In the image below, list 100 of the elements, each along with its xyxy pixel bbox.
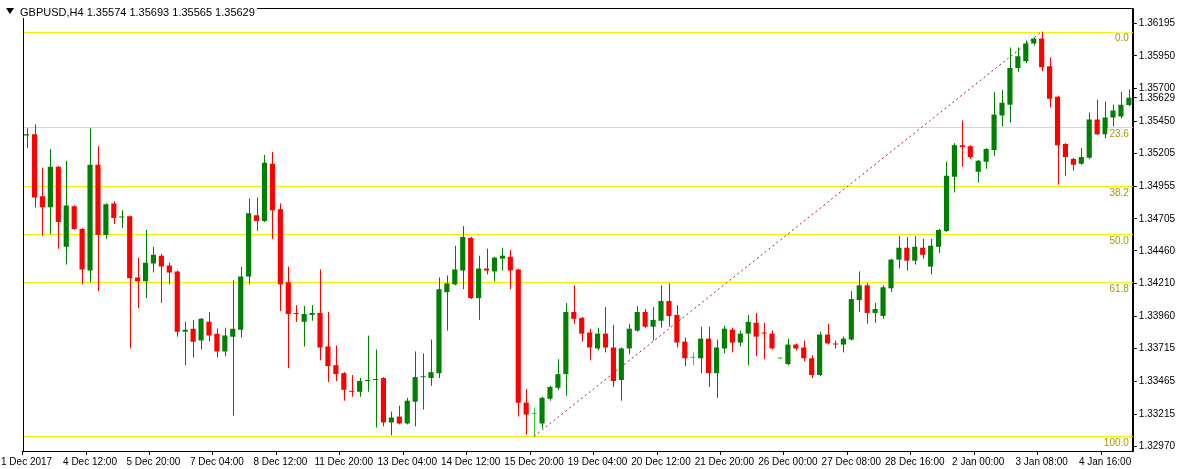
x-tick-label: 27 Dec 08:00 [821,455,882,467]
candlestick [198,317,204,350]
candlestick [602,306,609,353]
candlestick [444,274,450,332]
candlestick [594,327,601,351]
y-tick-label: 1.35205 [1138,147,1176,159]
candlestick [452,245,458,286]
y-tick-label: 1.35700 [1138,82,1176,94]
x-tick-label: 26 Dec 00:00 [758,455,819,467]
annotation: 100.0 [1103,437,1130,449]
x-tick-label: 14 Dec 12:00 [440,455,501,467]
candlestick [182,321,188,366]
candlestick [634,305,640,333]
annotation: 23.6 [1109,127,1130,139]
y-tick-label: 1.36195 [1138,17,1176,29]
candlestick [325,311,331,383]
candlestick [1015,46,1021,73]
x-tick-label: 11 Dec 20:00 [314,455,374,467]
candlestick [999,89,1005,127]
y-tick-label: 1.35450 [1138,115,1176,127]
y-tick-label: 1.34210 [1138,277,1176,289]
x-tick-label: 7 Dec 04:00 [189,455,245,467]
candlestick [896,235,902,270]
candlestick [666,282,672,328]
candlestick [388,411,394,436]
candlestick [253,196,260,232]
candlestick [745,314,751,366]
candlestick [1094,99,1100,136]
candlestick [729,327,735,353]
y-tick-label: 1.35629 [1138,91,1176,103]
x-tick-label: 4 Dec 12:00 [63,455,118,467]
y-tick-label: 1.33960 [1138,310,1176,322]
candlestick [119,209,125,229]
candlestick [1110,104,1116,127]
candlestick [491,256,498,282]
annotation: 61.8 [1109,282,1130,294]
y-tick-label: 1.35950 [1138,49,1176,61]
x-tick-label: 3 Jan 08:00 [1015,455,1069,467]
candlestick [769,330,775,350]
candlestick [698,326,704,374]
candlestick [920,238,926,260]
y-tick-label: 1.32970 [1138,439,1176,451]
annotation: 0.0 [1114,32,1130,44]
candlestick [111,200,117,225]
candlestick [785,338,791,366]
x-tick-label: 20 Dec 12:00 [631,455,692,467]
candlestick [658,284,664,329]
candlestick [341,371,347,402]
x-tick-label: 8 Dec 12:00 [253,455,308,467]
y-tick-label: 1.33465 [1138,375,1176,387]
annotation: 38.2 [1109,186,1130,198]
x-tick-label: 4 Jan 16:00 [1078,455,1132,467]
candlestick [507,249,513,290]
candlestick [428,339,434,387]
candlestick [809,354,815,379]
candlestick [230,279,236,416]
candlestick [682,337,688,367]
candlestick [935,228,942,254]
candlestick [983,147,989,170]
candlestick [333,344,339,382]
candlestick [579,316,585,343]
candlestick [959,120,965,168]
candlestick [1062,142,1069,177]
candlestick [39,167,46,237]
candlestick [1118,91,1124,119]
candlestick [872,302,878,324]
annotation: 50.0 [1109,234,1130,246]
candlestick [626,323,632,355]
x-tick-label: 19 Dec 04:00 [567,455,628,467]
candlestick [206,311,212,343]
y-tick-label: 1.34460 [1138,244,1176,256]
x-tick-label: 1 Dec 2017 [1,455,53,467]
candlestick [190,319,196,358]
candlestick [904,236,910,271]
candlestick [420,352,426,411]
candlestick [357,377,363,398]
candlestick [349,374,355,398]
candlestick [761,322,767,360]
candlestick [690,351,696,366]
candlestick [801,340,807,362]
y-tick-label: 1.33215 [1138,407,1176,419]
x-tick-label: 21 Dec 20:00 [694,455,755,467]
candlestick [142,229,149,299]
candlestick [856,270,862,313]
candlestick [642,308,648,329]
y-tick-label: 1.34705 [1138,212,1176,224]
candlestick [531,407,537,437]
candlestick [928,238,934,275]
candlestick [301,305,307,347]
chart-title: GBPUSD,H4 1.35574 1.35693 1.35565 1.35629 [18,6,257,18]
candlestick [404,397,410,425]
candlestick [293,304,299,323]
candlestick [523,388,529,435]
candlestick [499,247,505,271]
candlestick [650,306,656,342]
candlestick [721,325,728,354]
candlestick [365,335,371,393]
x-tick-label: 15 Dec 20:00 [504,455,565,467]
candlestick [150,246,157,273]
candlestick [912,235,918,266]
